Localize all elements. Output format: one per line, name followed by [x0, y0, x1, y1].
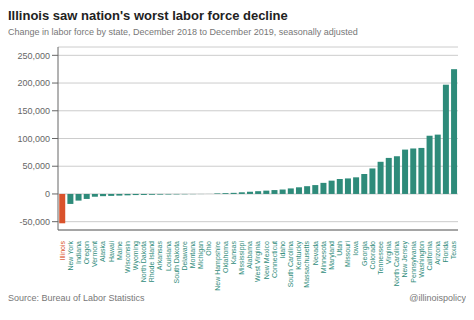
svg-text:Georgia: Georgia	[361, 241, 369, 266]
svg-text:Mississippi: Mississippi	[238, 241, 246, 275]
svg-text:Maine: Maine	[116, 241, 123, 260]
svg-text:New York: New York	[67, 241, 74, 271]
html-text:@illinoispolicy: @illinoispolicy	[409, 293, 466, 303]
svg-text:200,000: 200,000	[17, 78, 50, 88]
svg-text:Michigan: Michigan	[197, 241, 205, 269]
svg-text:North Dakota: North Dakota	[140, 241, 147, 282]
svg-text:Maryland: Maryland	[328, 241, 336, 270]
svg-text:Kentucky: Kentucky	[295, 241, 303, 270]
svg-text:Alaska: Alaska	[99, 241, 106, 262]
svg-text:Utah: Utah	[336, 241, 343, 256]
svg-text:Texas: Texas	[450, 241, 457, 260]
svg-text:New Mexico: New Mexico	[263, 241, 270, 279]
svg-text:Ohio: Ohio	[205, 241, 212, 256]
svg-text:Delaware: Delaware	[181, 241, 188, 271]
svg-text:West Virginia: West Virginia	[254, 241, 262, 282]
svg-text:Massachusetts: Massachusetts	[303, 241, 310, 288]
svg-text:Oregon: Oregon	[83, 241, 91, 264]
svg-text:Minnesota: Minnesota	[320, 241, 327, 273]
svg-text:Illinois: Illinois	[59, 241, 66, 261]
svg-text:North Carolina: North Carolina	[393, 241, 400, 286]
svg-text:Nevada: Nevada	[312, 241, 319, 265]
svg-text:Connecticut: Connecticut	[271, 241, 278, 278]
svg-text:Hawaii: Hawaii	[108, 241, 115, 262]
svg-text:0: 0	[45, 189, 50, 199]
svg-text:California: California	[426, 241, 433, 271]
svg-text:Kansas: Kansas	[230, 241, 237, 265]
html-text:Source: Bureau of Labor Statis: Source: Bureau of Labor Statistics	[8, 293, 145, 303]
svg-text:South Carolina: South Carolina	[287, 241, 294, 287]
svg-text:Vermont: Vermont	[91, 241, 98, 267]
svg-text:Wisconsin: Wisconsin	[124, 241, 131, 273]
svg-text:150,000: 150,000	[17, 106, 50, 116]
svg-text:Wyoming: Wyoming	[132, 241, 140, 270]
svg-text:South Dakota: South Dakota	[173, 241, 180, 284]
svg-text:New Hampshire: New Hampshire	[214, 241, 222, 291]
svg-text:Louisiana: Louisiana	[165, 241, 172, 271]
svg-text:Colorado: Colorado	[369, 241, 376, 270]
html-text:Illinois saw nation's worst la: Illinois saw nation's worst labor force …	[8, 8, 288, 23]
svg-text:Arizona: Arizona	[434, 241, 441, 265]
svg-text:Arkansas: Arkansas	[156, 241, 163, 271]
svg-text:Washington: Washington	[418, 241, 426, 278]
svg-text:Pennsylvania: Pennsylvania	[410, 241, 418, 283]
svg-text:Montana: Montana	[189, 241, 196, 268]
svg-text:50,000: 50,000	[22, 161, 50, 171]
svg-text:100,000: 100,000	[17, 134, 50, 144]
svg-text:Iowa: Iowa	[352, 241, 359, 256]
svg-text:250,000: 250,000	[17, 51, 50, 61]
svg-text:Oklahoma: Oklahoma	[222, 241, 229, 273]
svg-text:Missouri: Missouri	[344, 241, 351, 268]
svg-text:Virginia: Virginia	[385, 241, 393, 264]
svg-text:Tennessee: Tennessee	[377, 241, 384, 275]
svg-text:Florida: Florida	[442, 241, 449, 263]
html-text:Change in labor force by state: Change in labor force by state, December…	[8, 27, 358, 37]
svg-text:Rhode Island: Rhode Island	[148, 241, 155, 282]
svg-text:New Jersey: New Jersey	[401, 241, 409, 278]
svg-text:-50,000: -50,000	[19, 217, 50, 227]
svg-text:Idaho: Idaho	[279, 241, 286, 259]
svg-text:Indiana: Indiana	[75, 241, 82, 264]
svg-text:Alabama: Alabama	[246, 241, 253, 269]
